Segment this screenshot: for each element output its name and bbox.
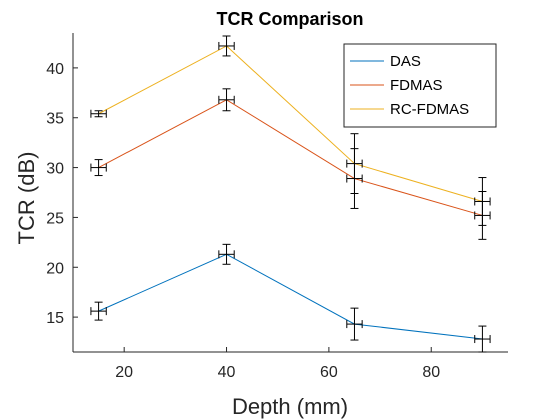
y-axis-label: TCR (dB) <box>14 152 39 245</box>
data-point <box>90 301 107 321</box>
series-das <box>90 243 491 353</box>
chart-title: TCR Comparison <box>216 9 363 29</box>
series-line <box>98 45 483 202</box>
y-tick-label: 30 <box>46 161 64 178</box>
legend-label: FDMAS <box>390 77 443 94</box>
legend-label: RC-FDMAS <box>390 101 469 118</box>
y-tick-label: 40 <box>46 61 64 78</box>
x-tick-label: 20 <box>115 364 133 381</box>
data-point <box>346 133 363 194</box>
y-tick-label: 20 <box>46 260 64 277</box>
y-tick-label: 35 <box>46 111 64 128</box>
data-point <box>346 307 363 341</box>
y-tick-label: 25 <box>46 210 64 227</box>
series-line <box>98 99 483 216</box>
data-point <box>218 88 235 112</box>
series-rc-fdmas <box>90 35 491 226</box>
y-tick-label: 15 <box>46 310 64 327</box>
data-point <box>218 35 235 57</box>
legend-label: DAS <box>390 53 421 70</box>
data-point <box>218 243 235 265</box>
x-tick-label: 40 <box>218 364 236 381</box>
series-layer <box>90 35 491 353</box>
x-tick-label: 60 <box>320 364 338 381</box>
data-point <box>474 325 491 353</box>
data-point <box>474 177 491 226</box>
legend: DAS FDMAS RC-FDMAS <box>343 43 497 128</box>
series-line <box>98 253 483 340</box>
x-axis-label: Depth (mm) <box>232 394 348 419</box>
data-point <box>90 159 107 177</box>
x-tick-label: 80 <box>422 364 440 381</box>
data-point <box>90 109 107 118</box>
